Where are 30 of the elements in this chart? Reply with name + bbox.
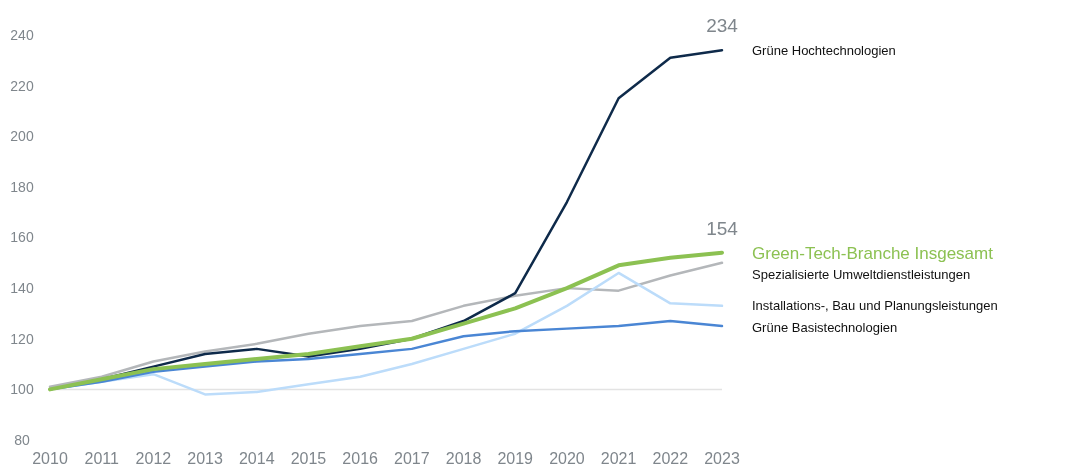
x-tick-label: 2011 [84,450,119,467]
series-label: Green-Tech-Branche Insgesamt [752,243,994,263]
y-tick-label: 180 [10,178,34,195]
y-tick-label: 140 [10,280,34,297]
text: Grüne Basistechnologien [752,320,898,336]
y-tick-label: 120 [10,330,34,347]
x-tick-label: 2012 [135,450,172,467]
y-tick-label: 240 [10,26,34,43]
x-tick-label: 2015 [290,450,327,467]
data-label: 234 [706,15,739,37]
x-tick-label: 2018 [445,450,482,467]
y-tick-label: 200 [10,128,34,145]
y-tick-label: 100 [10,381,34,398]
x-tick-label: 2022 [652,450,689,467]
x-tick-label: 2010 [32,450,68,467]
text: Grüne Hochtechnologien [752,42,896,58]
x-tick-label: 2023 [704,450,740,467]
x-tick-label: 2016 [342,450,379,467]
x-tick-label: 2020 [549,450,585,467]
x-tick-label: 2014 [238,450,275,467]
x-tick-label: 2019 [497,450,534,467]
text: Installations-, Bau und Planungsleistungen [752,298,998,314]
y-tick-label: 220 [10,77,34,94]
data-label: 154 [706,217,739,239]
x-tick-label: 2013 [187,450,223,467]
x-tick-label: 2017 [394,450,430,467]
x-tick-label: 2021 [600,450,637,467]
y-tick-label: 80 [14,431,30,448]
text: Spezialisierte Umweltdienstleistungen [752,267,971,283]
y-tick-label: 160 [10,229,34,246]
